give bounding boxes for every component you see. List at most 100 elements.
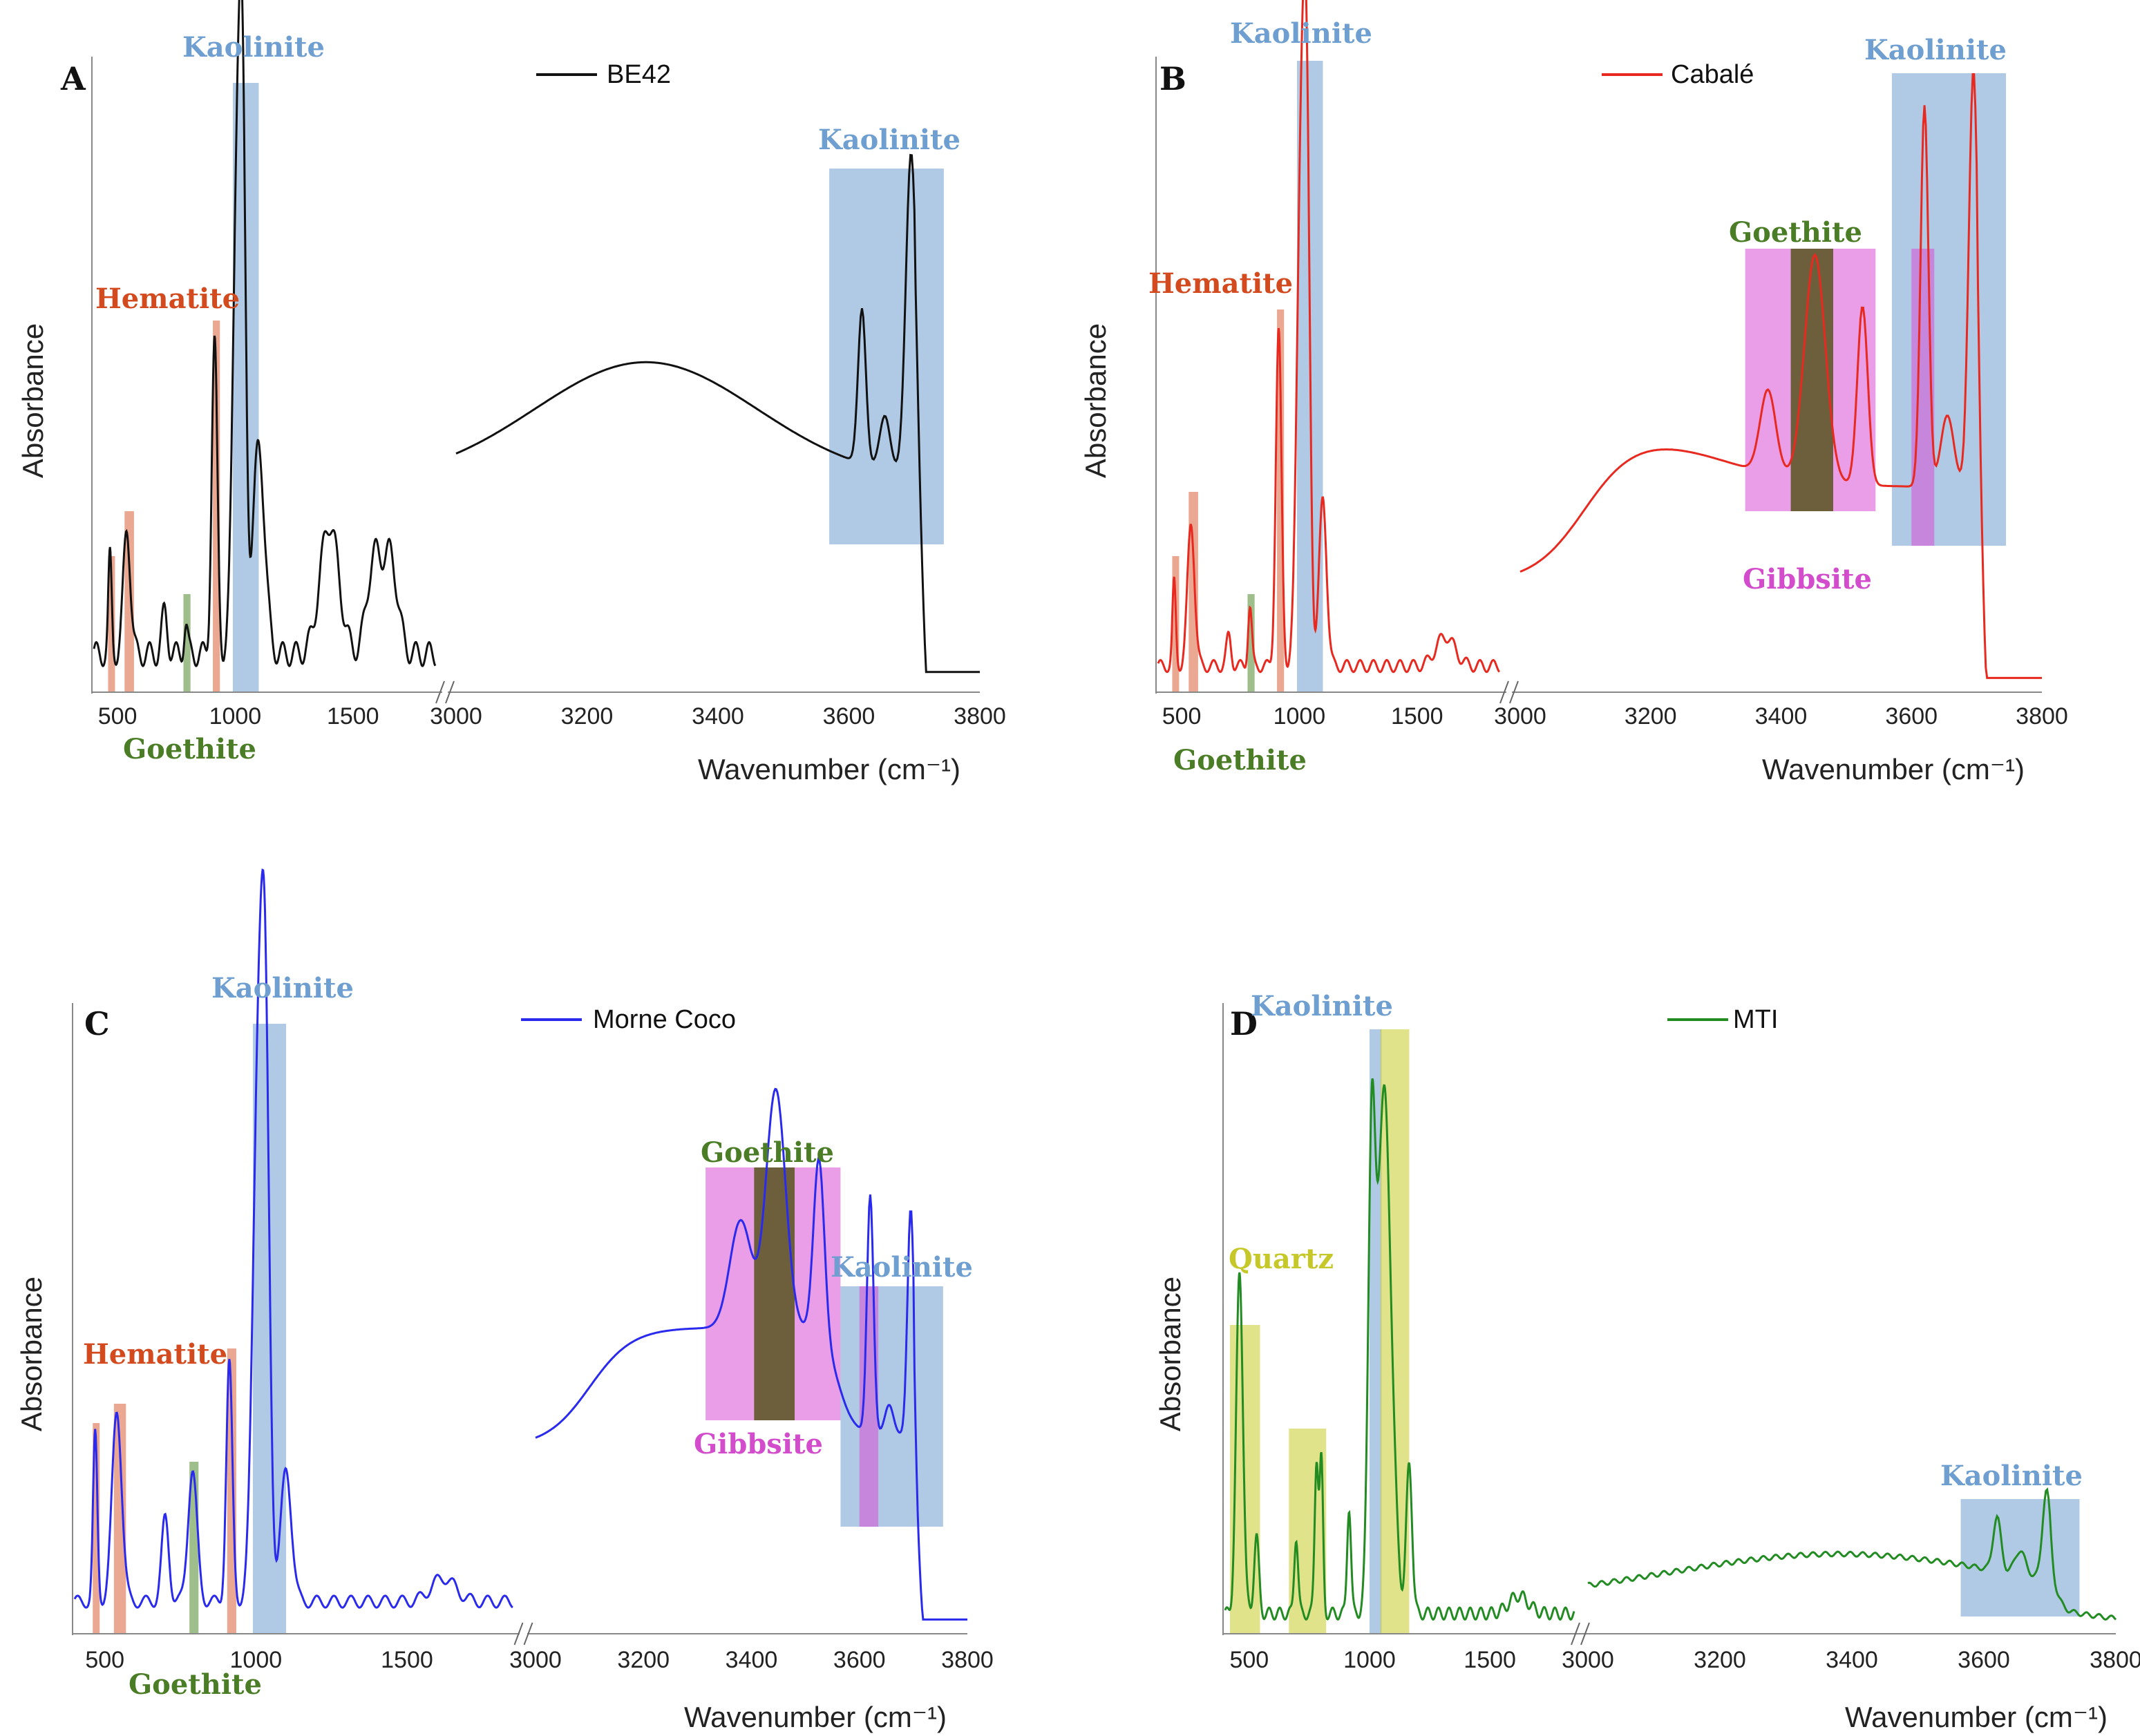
mineral-label-goethite: Goethite bbox=[701, 1136, 834, 1169]
x-tick-label: 3400 bbox=[692, 703, 744, 729]
region-goethite-overlap bbox=[1790, 249, 1833, 511]
region-hematite bbox=[1189, 492, 1198, 692]
mineral-label-quartz: Quartz bbox=[1229, 1243, 1334, 1275]
region-kaolinite bbox=[840, 1286, 943, 1527]
x-tick-label: 3800 bbox=[941, 1647, 994, 1673]
x-tick-label: 1000 bbox=[230, 1647, 283, 1673]
spectrum-line-high bbox=[1519, 73, 2042, 679]
region-goethite bbox=[1247, 594, 1255, 692]
x-tick-label: 1500 bbox=[327, 703, 379, 729]
mineral-label-kaolinite: Kaolinite bbox=[1864, 34, 2007, 66]
spectrum-line-low bbox=[73, 868, 513, 1609]
x-tick-label: 3600 bbox=[823, 703, 875, 729]
region-kaolinite bbox=[1891, 73, 2007, 546]
panel-c bbox=[72, 868, 967, 1646]
mineral-label-goethite: Goethite bbox=[129, 1668, 262, 1701]
spectrum-line-low bbox=[1224, 1078, 1575, 1621]
legend-label: MTI bbox=[1733, 1005, 1778, 1034]
panel-label: D bbox=[1230, 1005, 1258, 1042]
mineral-label-kaolinite: Kaolinite bbox=[211, 972, 354, 1004]
x-tick-label: 500 bbox=[1229, 1647, 1269, 1673]
x-tick-label: 3000 bbox=[509, 1647, 562, 1673]
mineral-label-hematite: Hematite bbox=[83, 1338, 227, 1371]
legend-label: BE42 bbox=[607, 60, 671, 89]
panel-d bbox=[1222, 1003, 2117, 1646]
x-tick-label: 3000 bbox=[430, 703, 482, 729]
legend-label: Cabalé bbox=[1671, 60, 1754, 89]
axis-break bbox=[523, 1622, 533, 1646]
panel-label: C bbox=[84, 1005, 110, 1042]
mineral-label-hematite: Hematite bbox=[95, 283, 240, 315]
region-hematite bbox=[113, 1404, 126, 1634]
x-tick-label: 1000 bbox=[1273, 703, 1326, 729]
axis-break bbox=[445, 680, 455, 704]
mineral-label-kaolinite: Kaolinite bbox=[818, 124, 960, 156]
x-tick-label: 3800 bbox=[2016, 703, 2068, 729]
mineral-label-goethite: Goethite bbox=[123, 733, 256, 765]
region-hematite bbox=[213, 321, 220, 692]
panel-b bbox=[1155, 0, 2042, 704]
axis-break bbox=[1571, 1622, 1580, 1646]
panel-label: A bbox=[60, 60, 86, 97]
region-goethite-overlap bbox=[754, 1167, 795, 1420]
x-tick-label: 500 bbox=[1162, 703, 1202, 729]
mineral-label-kaolinite: Kaolinite bbox=[1940, 1460, 2083, 1492]
x-tick-label: 1500 bbox=[1391, 703, 1443, 729]
x-tick-label: 1000 bbox=[1343, 1647, 1396, 1673]
x-tick-label: 3800 bbox=[2090, 1647, 2140, 1673]
region-quartz bbox=[1380, 1029, 1410, 1634]
axis-break bbox=[1509, 680, 1519, 704]
x-axis-title: Wavenumber (cm⁻¹) bbox=[1762, 753, 2025, 785]
spectrum-line-high bbox=[455, 153, 980, 674]
y-axis-title: Absorbance bbox=[17, 323, 49, 478]
region-hematite bbox=[108, 556, 115, 692]
panel-a bbox=[91, 0, 980, 704]
axis-break bbox=[513, 1622, 524, 1646]
x-tick-label: 3000 bbox=[1494, 703, 1546, 729]
x-tick-label: 3200 bbox=[1694, 1647, 1746, 1673]
y-axis-title: Absorbance bbox=[1154, 1277, 1186, 1431]
axis-break bbox=[435, 680, 445, 704]
mineral-label-kaolinite: Kaolinite bbox=[1230, 17, 1372, 50]
x-tick-label: 3800 bbox=[954, 703, 1006, 729]
mineral-label-goethite: Goethite bbox=[1173, 744, 1307, 776]
x-tick-label: 1000 bbox=[209, 703, 262, 729]
x-tick-label: 1500 bbox=[1464, 1647, 1516, 1673]
region-hematite bbox=[93, 1423, 100, 1634]
x-tick-label: 500 bbox=[85, 1647, 124, 1673]
region-kaolinite bbox=[829, 169, 944, 544]
x-axis-title: Wavenumber (cm⁻¹) bbox=[684, 1701, 947, 1733]
region-hematite bbox=[1277, 309, 1285, 692]
spectrum-line-high bbox=[535, 1087, 967, 1621]
x-tick-label: 3600 bbox=[1885, 703, 1938, 729]
x-tick-label: 3400 bbox=[1755, 703, 1808, 729]
mineral-label-gibbsite: Gibbsite bbox=[694, 1428, 823, 1460]
region-goethite bbox=[183, 594, 191, 692]
mineral-label-gibbsite: Gibbsite bbox=[1743, 563, 1872, 595]
x-tick-label: 1500 bbox=[381, 1647, 433, 1673]
x-tick-label: 3200 bbox=[617, 1647, 670, 1673]
y-axis-title: Absorbance bbox=[15, 1277, 48, 1431]
x-tick-label: 3600 bbox=[1958, 1647, 2010, 1673]
x-tick-label: 3600 bbox=[833, 1647, 886, 1673]
x-tick-label: 3400 bbox=[726, 1647, 778, 1673]
spectrum-line-low bbox=[1157, 0, 1500, 674]
x-axis-title: Wavenumber (cm⁻¹) bbox=[1845, 1701, 2108, 1733]
x-tick-label: 500 bbox=[98, 703, 138, 729]
legend-label: Morne Coco bbox=[593, 1005, 736, 1034]
x-tick-label: 3200 bbox=[561, 703, 614, 729]
mineral-label-kaolinite: Kaolinite bbox=[1251, 990, 1393, 1022]
axis-break bbox=[1499, 680, 1509, 704]
x-tick-label: 3200 bbox=[1625, 703, 1677, 729]
region-hematite bbox=[124, 511, 134, 692]
mineral-label-kaolinite: Kaolinite bbox=[831, 1251, 973, 1284]
spectrum-line-low bbox=[93, 0, 437, 667]
x-tick-label: 3000 bbox=[1562, 1647, 1614, 1673]
y-axis-title: Absorbance bbox=[1079, 323, 1112, 478]
mineral-label-goethite: Goethite bbox=[1729, 216, 1862, 249]
x-axis-title: Wavenumber (cm⁻¹) bbox=[698, 753, 960, 785]
spectrum-line-high bbox=[1587, 1487, 2117, 1621]
mineral-label-hematite: Hematite bbox=[1148, 267, 1293, 300]
x-tick-label: 3400 bbox=[1826, 1647, 1878, 1673]
